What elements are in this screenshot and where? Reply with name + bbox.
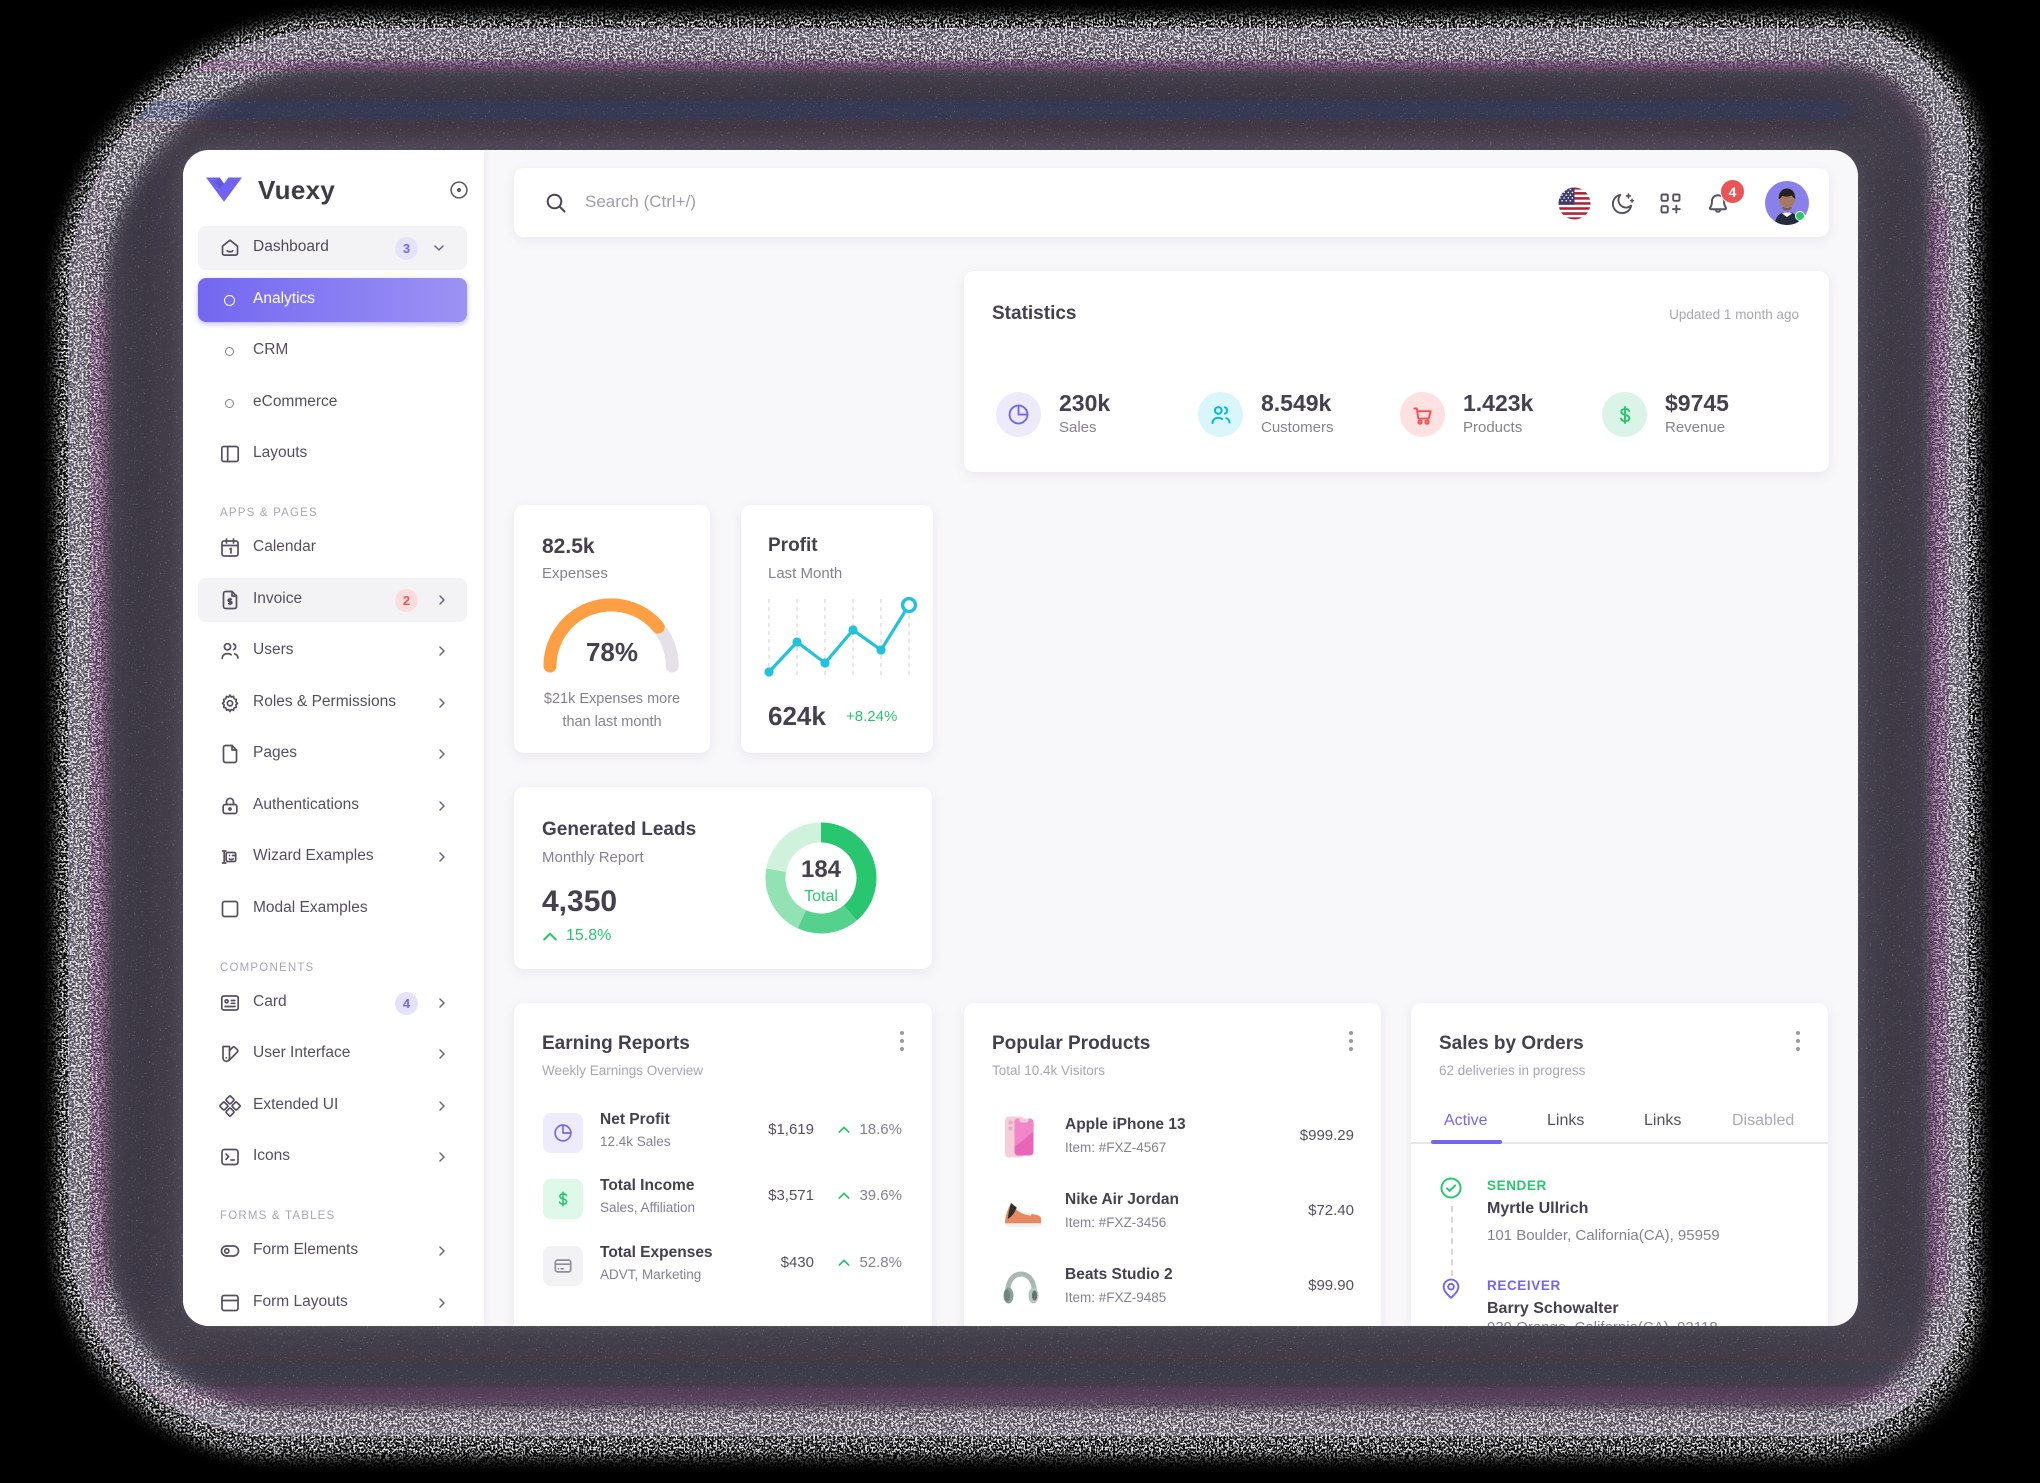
svg-text:Total: Total: [804, 888, 838, 905]
svg-text:184: 184: [801, 856, 842, 883]
